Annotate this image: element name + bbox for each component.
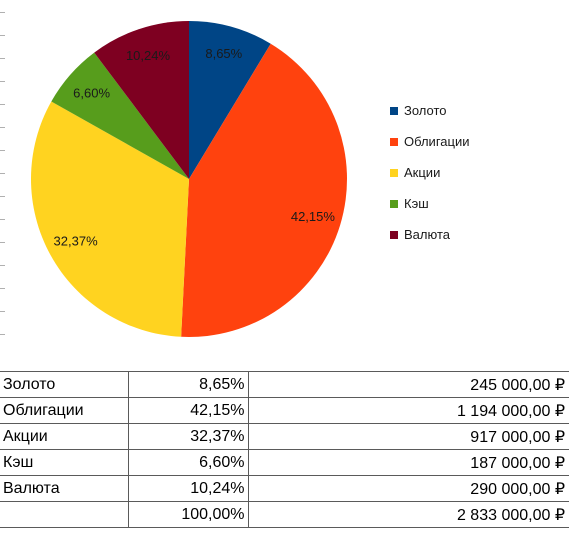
legend-label: Кэш bbox=[404, 196, 429, 211]
legend-item: Кэш bbox=[390, 188, 560, 219]
cell-name[interactable]: Облигации bbox=[0, 397, 128, 424]
ruler-tick bbox=[0, 334, 5, 335]
row-ruler bbox=[0, 0, 8, 350]
cell-amount[interactable]: 245 000,00 ₽ bbox=[247, 371, 569, 398]
slice-data-label: 10,24% bbox=[126, 48, 171, 63]
ruler-tick bbox=[0, 219, 5, 220]
table-row: 100,00% 2 833 000,00 ₽ bbox=[0, 501, 569, 528]
legend-label: Облигации bbox=[404, 134, 470, 149]
slice-data-label: 6,60% bbox=[73, 86, 110, 101]
cell-name[interactable]: Акции bbox=[0, 423, 128, 450]
cell-percent[interactable]: 42,15% bbox=[127, 397, 248, 424]
cell-amount[interactable]: 917 000,00 ₽ bbox=[247, 423, 569, 450]
ruler-tick bbox=[0, 150, 5, 151]
ruler-tick bbox=[0, 58, 5, 59]
pie-chart: 8,65% 42,15% 32,37% 6,60% 10,24% bbox=[30, 21, 347, 337]
ruler-tick bbox=[0, 127, 5, 128]
legend-swatch bbox=[390, 168, 398, 177]
ruler-tick bbox=[0, 173, 5, 174]
cell-percent[interactable]: 8,65% bbox=[127, 371, 248, 398]
legend-label: Валюта bbox=[404, 227, 450, 242]
table-row: Кэш 6,60% 187 000,00 ₽ bbox=[0, 449, 569, 476]
cell-amount[interactable]: 1 194 000,00 ₽ bbox=[247, 397, 569, 424]
cell-percent[interactable]: 100,00% bbox=[127, 501, 248, 528]
legend-swatch bbox=[390, 199, 398, 208]
ruler-tick bbox=[0, 104, 5, 105]
ruler-tick bbox=[0, 35, 5, 36]
legend-item: Акции bbox=[390, 157, 560, 188]
cell-amount[interactable]: 187 000,00 ₽ bbox=[247, 449, 569, 476]
legend-item: Золото bbox=[390, 95, 560, 126]
slice-data-label: 42,15% bbox=[291, 209, 336, 224]
pie-slice bbox=[94, 21, 189, 179]
legend-swatch bbox=[390, 106, 398, 115]
slice-data-label: 32,37% bbox=[54, 234, 99, 249]
table-row: Облигации 42,15% 1 194 000,00 ₽ bbox=[0, 397, 569, 424]
cell-percent[interactable]: 10,24% bbox=[127, 475, 248, 502]
ruler-tick bbox=[0, 196, 5, 197]
cell-percent[interactable]: 32,37% bbox=[127, 423, 248, 450]
legend-swatch bbox=[390, 137, 398, 146]
slice-data-label: 8,65% bbox=[205, 46, 242, 61]
legend-item: Валюта bbox=[390, 219, 560, 250]
table-row: Валюта 10,24% 290 000,00 ₽ bbox=[0, 475, 569, 502]
table-row: Акции 32,37% 917 000,00 ₽ bbox=[0, 423, 569, 450]
pie-slice bbox=[51, 52, 189, 179]
cell-name[interactable]: Кэш bbox=[0, 449, 128, 476]
table-row: Золото 8,65% 245 000,00 ₽ bbox=[0, 371, 569, 398]
cell-name[interactable]: Золото bbox=[0, 371, 128, 398]
pie-slice bbox=[30, 101, 189, 337]
ruler-tick bbox=[0, 81, 5, 82]
cell-amount[interactable]: 2 833 000,00 ₽ bbox=[247, 501, 569, 528]
legend-item: Облигации bbox=[390, 126, 560, 157]
cell-name[interactable] bbox=[0, 501, 128, 528]
pie-slice bbox=[189, 21, 271, 179]
ruler-tick bbox=[0, 242, 5, 243]
cell-percent[interactable]: 6,60% bbox=[127, 449, 248, 476]
legend-label: Акции bbox=[404, 165, 441, 180]
pie-slice bbox=[181, 43, 347, 337]
ruler-tick bbox=[0, 265, 5, 266]
ruler-tick bbox=[0, 12, 5, 13]
legend-label: Золото bbox=[404, 103, 447, 118]
cell-name[interactable]: Валюта bbox=[0, 475, 128, 502]
legend-swatch bbox=[390, 230, 398, 239]
ruler-tick bbox=[0, 288, 5, 289]
data-table: Золото 8,65% 245 000,00 ₽ Облигации 42,15% 1 … bbox=[0, 371, 569, 528]
cell-amount[interactable]: 290 000,00 ₽ bbox=[247, 475, 569, 502]
ruler-tick bbox=[0, 311, 5, 312]
chart-legend: Золото Облигации Акции Кэш Валюта bbox=[390, 95, 560, 250]
